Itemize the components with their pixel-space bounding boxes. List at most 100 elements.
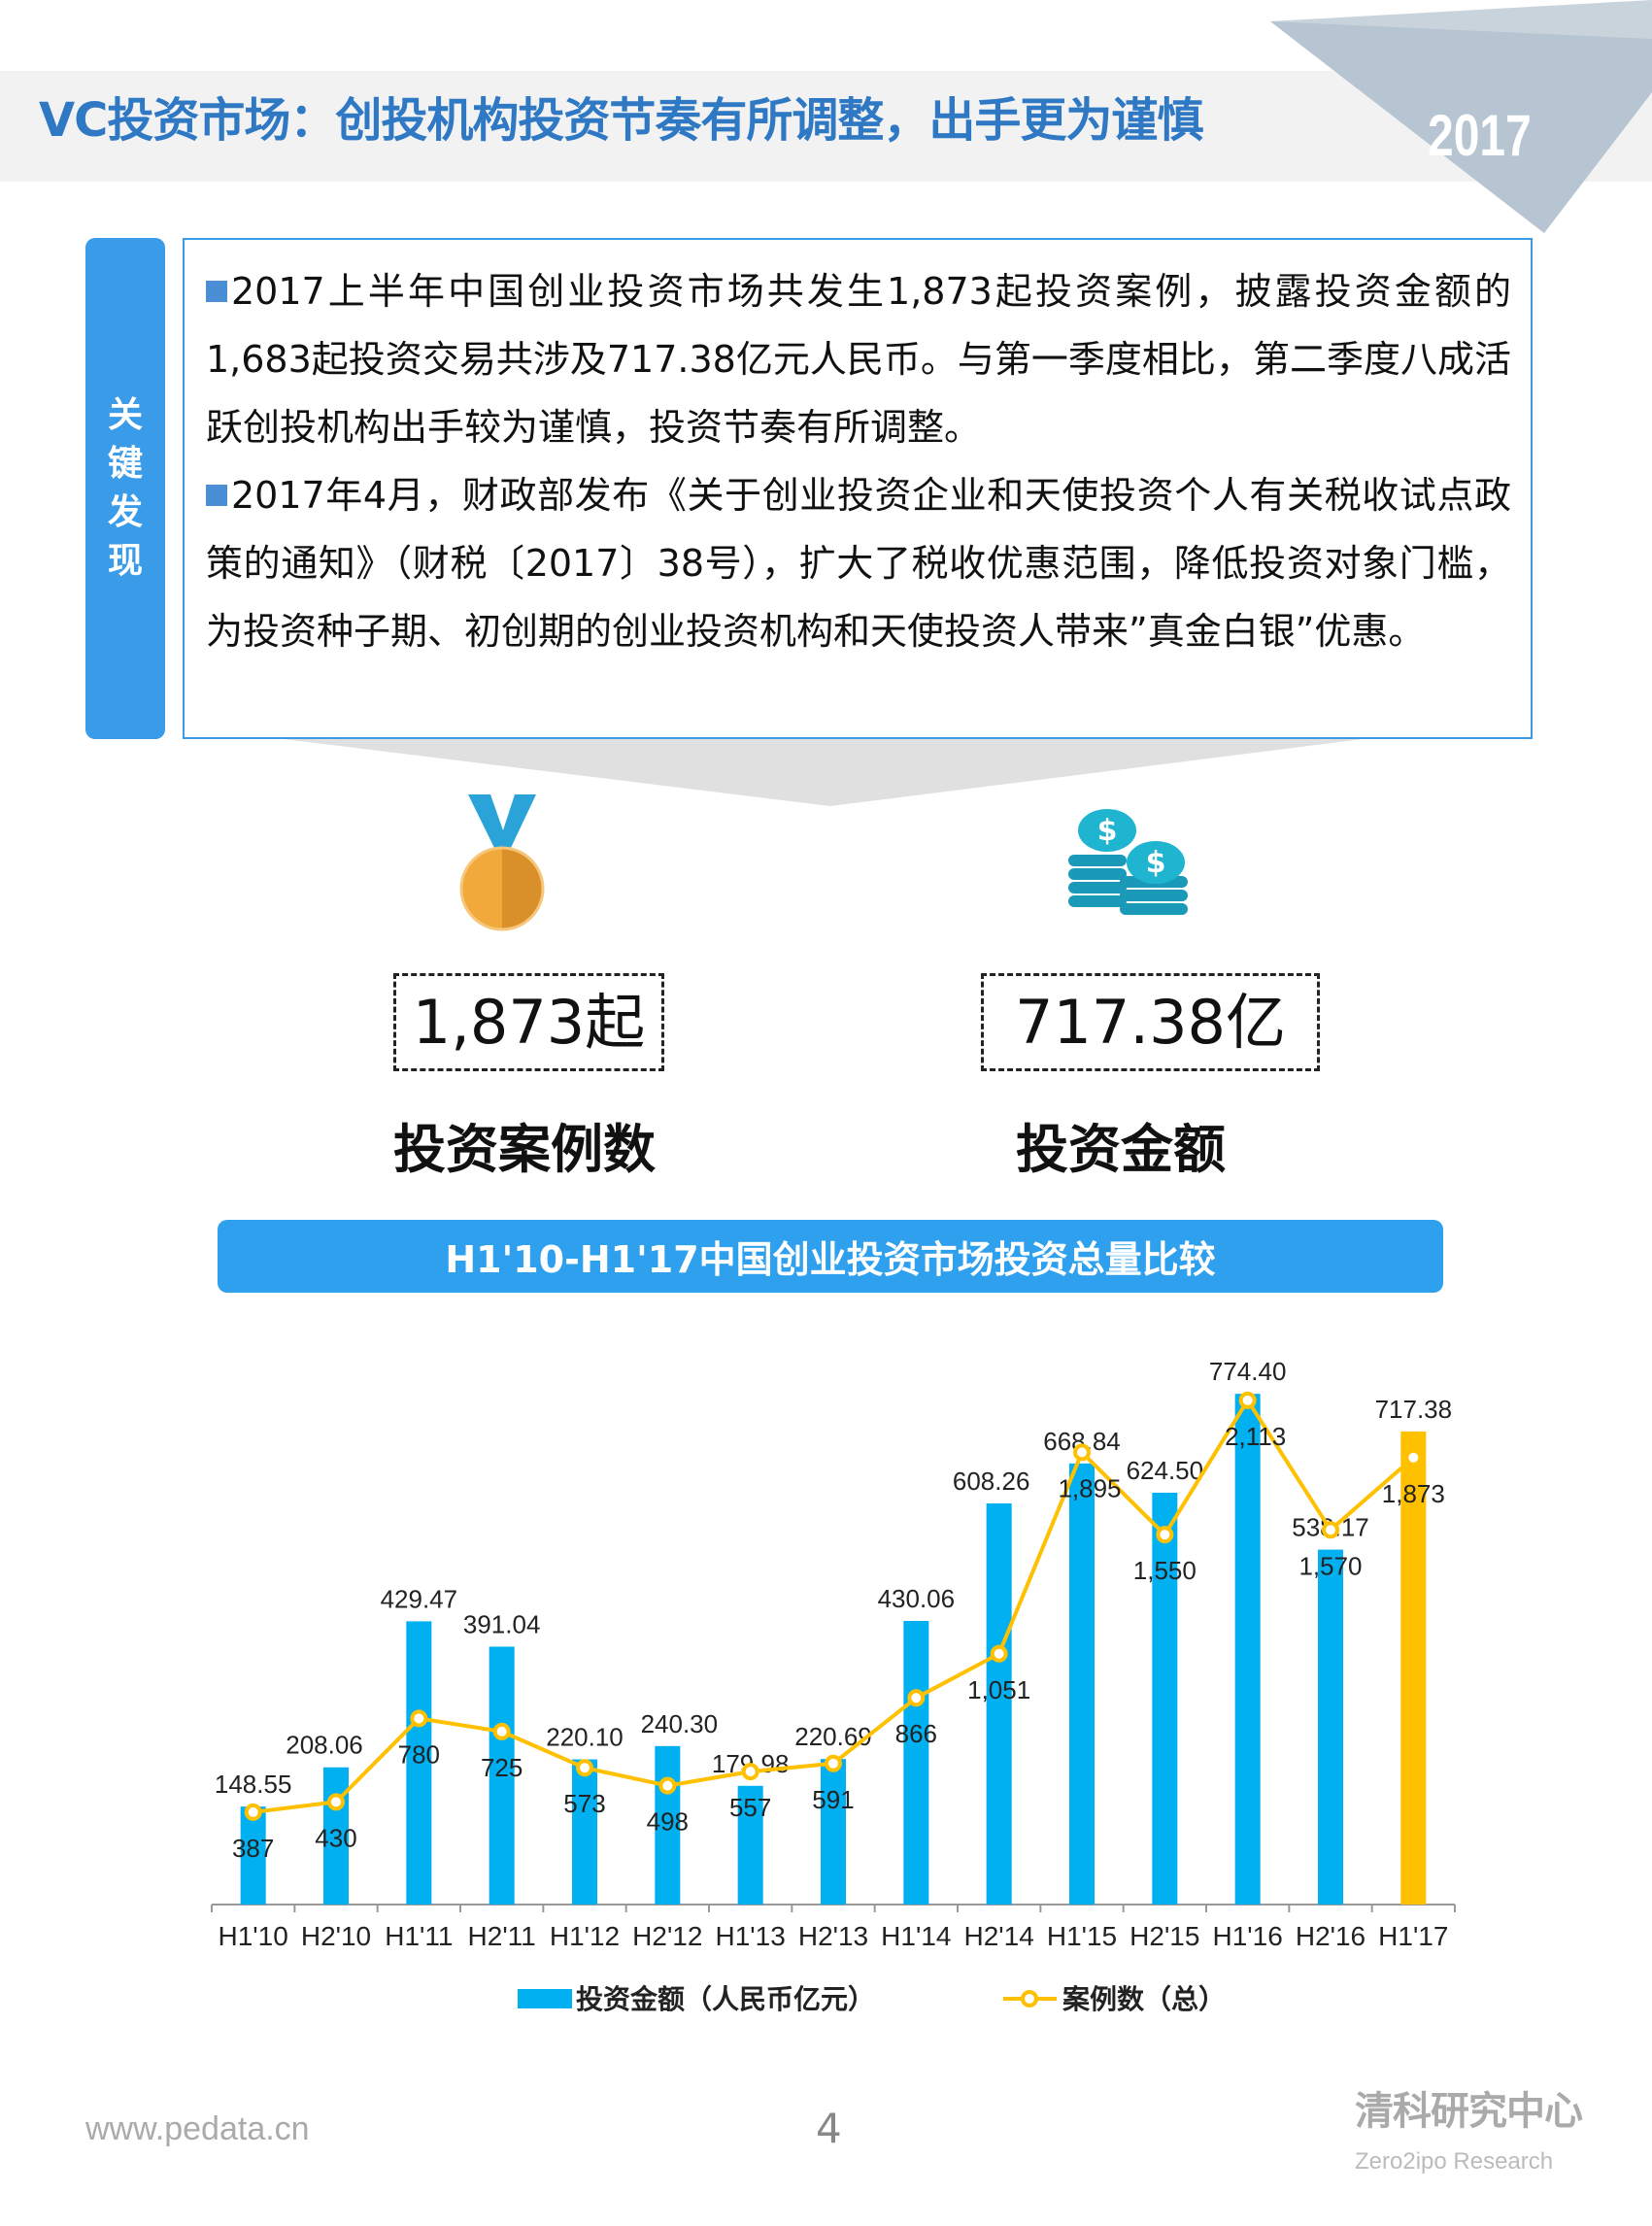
x-tick-label: H2'16 <box>1296 1921 1365 1951</box>
bar <box>1152 1492 1178 1905</box>
count-value-label: 1,550 <box>1133 1556 1197 1585</box>
bar <box>1069 1463 1095 1905</box>
bar <box>986 1502 1012 1905</box>
count-value-label: 725 <box>481 1753 523 1782</box>
count-point <box>576 1759 593 1777</box>
bar-value-label: 430.06 <box>878 1584 956 1613</box>
count-point <box>1404 1448 1423 1467</box>
x-tick-label: H2'10 <box>301 1921 371 1951</box>
bar <box>655 1745 681 1905</box>
x-tick-label: H1'12 <box>550 1921 620 1951</box>
count-value-label: 573 <box>563 1789 605 1818</box>
case-count-label: 投资案例数 <box>393 1119 656 1180</box>
bar-value-label: 220.69 <box>794 1722 872 1751</box>
count-point <box>244 1803 262 1821</box>
chart-title: H1'10-H1'17中国创业投资市场投资总量比较 <box>218 1220 1443 1293</box>
logo-text: 清科研究中心 <box>1355 2089 1583 2134</box>
bar-value-label: 429.47 <box>381 1584 458 1613</box>
x-tick-label: H2'11 <box>468 1921 536 1951</box>
bar <box>406 1621 432 1905</box>
x-tick-label: H1'11 <box>385 1921 453 1951</box>
bar <box>240 1806 266 1905</box>
finding-paragraph: 2017上半年中国创业投资市场共发生1,873起投资案例，披露投资金额的1,68… <box>206 257 1511 461</box>
count-value-label: 1,895 <box>1058 1473 1121 1502</box>
svg-text:$: $ <box>1146 846 1166 880</box>
pointer-triangle <box>284 739 1363 806</box>
legend-bar-label: 投资金额（人民币亿元） <box>576 1983 875 2015</box>
key-findings-label: 关键发现 <box>85 238 165 739</box>
count-value-label: 1,570 <box>1298 1551 1362 1580</box>
year-badge: 2017 <box>1428 103 1532 168</box>
count-point <box>741 1763 759 1781</box>
finding-paragraph: 2017年4月，财政部发布《关于创业投资企业和天使投资个人有关税收试点政策的通知… <box>206 461 1511 665</box>
count-point <box>658 1776 677 1795</box>
bar-value-label: 391.04 <box>463 1609 541 1638</box>
count-value-label: 780 <box>398 1739 440 1769</box>
bar-value-label: 717.38 <box>1375 1395 1453 1424</box>
legend-bar-swatch <box>518 1989 572 2008</box>
page-title: VC投资市场：创投机构投资节奏有所调整，出手更为谨慎 <box>39 93 1203 148</box>
bar-value-label: 220.10 <box>546 1723 624 1752</box>
count-value-label: 2,113 <box>1225 1422 1286 1451</box>
count-point <box>990 1644 1008 1663</box>
bar <box>1234 1394 1261 1905</box>
corner-triangle-dark <box>1270 21 1652 233</box>
footer-url[interactable]: www.pedata.cn <box>85 2110 310 2147</box>
x-tick-label: H2'13 <box>798 1921 868 1951</box>
x-tick-label: H1'16 <box>1213 1921 1283 1951</box>
investment-chart: 148.55 H1'10 208.06 H2'10 429.47 H1'11 391.04 H… <box>211 1357 1456 2015</box>
investment-amount-label: 投资金额 <box>1016 1119 1226 1180</box>
count-point <box>1156 1526 1174 1544</box>
count-point <box>1238 1391 1257 1409</box>
bar <box>572 1759 597 1905</box>
key-findings-label-text: 关键发现 <box>107 395 143 581</box>
medal-icon <box>459 794 545 931</box>
bar-value-label: 240.30 <box>641 1709 719 1738</box>
key-findings-box: 2017上半年中国创业投资市场共发生1,873起投资案例，披露投资金额的1,68… <box>183 238 1533 739</box>
x-tick-label: H1'10 <box>219 1921 288 1951</box>
case-count-box: 1,873起 <box>393 973 664 1071</box>
count-point <box>1322 1521 1339 1539</box>
count-value-label: 498 <box>647 1807 689 1837</box>
bar <box>737 1785 763 1905</box>
page-number: 4 <box>816 2105 842 2152</box>
square-bullet-icon <box>206 485 227 506</box>
x-tick-label: H1'13 <box>716 1921 786 1951</box>
count-point <box>492 1722 511 1740</box>
legend-line-marker <box>1021 1990 1038 2007</box>
count-value-label: 866 <box>895 1719 937 1748</box>
count-point <box>410 1709 428 1728</box>
legend-line-label: 案例数（总） <box>1062 1983 1226 2015</box>
bar-value-label: 608.26 <box>953 1467 1030 1496</box>
bar <box>1400 1431 1427 1905</box>
logo-subtext: Zero2ipo Research <box>1355 2148 1554 2175</box>
finding-text: 2017上半年中国创业投资市场共发生1,873起投资案例，披露投资金额的1,68… <box>206 270 1511 449</box>
x-tick-label: H2'15 <box>1129 1921 1199 1951</box>
investment-amount-box: 717.38亿 <box>981 973 1320 1071</box>
count-value-label: 1,873 <box>1382 1479 1445 1508</box>
bar-value-label: 624.50 <box>1127 1456 1204 1485</box>
x-tick-label: H1'14 <box>881 1921 951 1951</box>
count-point <box>1073 1443 1091 1462</box>
count-value-label: 430 <box>315 1823 356 1852</box>
finding-text: 2017年4月，财政部发布《关于创业投资企业和天使投资个人有关税收试点政策的通知… <box>206 474 1511 653</box>
bar <box>821 1759 846 1905</box>
count-value-label: 387 <box>232 1834 274 1863</box>
count-value-label: 557 <box>729 1793 771 1822</box>
count-point <box>825 1754 842 1772</box>
coins-icon: $ $ <box>1068 809 1188 915</box>
bar <box>323 1767 349 1905</box>
square-bullet-icon <box>206 281 227 302</box>
count-point <box>907 1689 926 1707</box>
count-value-label: 1,051 <box>967 1675 1030 1704</box>
x-tick-label: H2'12 <box>632 1921 702 1951</box>
bar <box>903 1620 929 1905</box>
bar-value-label: 774.40 <box>1209 1357 1287 1386</box>
count-point <box>327 1793 345 1811</box>
bar <box>489 1646 515 1905</box>
count-value-label: 591 <box>812 1785 854 1814</box>
x-tick-label: H1'17 <box>1378 1921 1448 1951</box>
bar <box>1318 1549 1343 1905</box>
bar-value-label: 208.06 <box>286 1731 363 1760</box>
